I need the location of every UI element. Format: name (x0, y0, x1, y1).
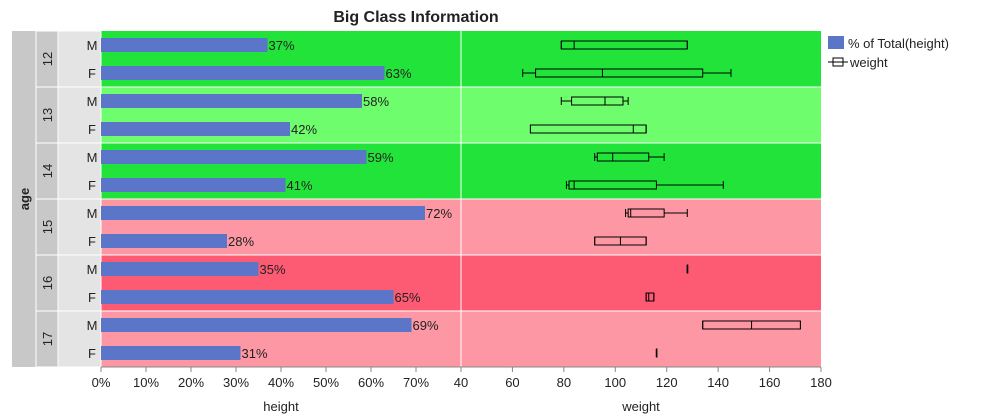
sex-strip-15 (57, 198, 102, 256)
bar-age-12-M (101, 38, 268, 52)
age-label-12: 12 (40, 52, 55, 66)
sex-label-13-F: F (88, 122, 96, 137)
sex-label-14-M: M (87, 150, 98, 165)
tick-label-right-3: 100 (604, 375, 626, 390)
tick-label-left-2: 20% (178, 375, 204, 390)
box-15-M (627, 208, 665, 218)
sex-label-12-F: F (88, 66, 96, 81)
sex-label-13-M: M (87, 94, 98, 109)
tick-label-right-6: 160 (759, 375, 781, 390)
sex-label-15-F: F (88, 234, 96, 249)
tick-label-left-5: 50% (313, 375, 339, 390)
legend-swatch-box (832, 57, 844, 67)
age-label-14: 14 (40, 164, 55, 178)
legend-swatch-bar (828, 36, 844, 49)
bar-age-14-M (101, 150, 367, 164)
bar-age-15-M (101, 206, 425, 220)
bar-age-17-F (101, 346, 241, 360)
tick-label-right-2: 80 (557, 375, 571, 390)
sex-strip-17 (57, 310, 102, 368)
chart-title: Big Class Information (333, 9, 498, 26)
legend: % of Total(height) weight (828, 36, 949, 70)
box-12-F (535, 68, 704, 78)
sex-strip-14 (57, 142, 102, 200)
age-axis-label: age (17, 188, 32, 210)
sex-strip-16 (57, 254, 102, 312)
bar-label-age-13-F: 42% (291, 122, 317, 137)
tick-label-right-5: 140 (707, 375, 729, 390)
bar-label-age-16-M: 35% (260, 262, 286, 277)
bar-label-age-12-M: 37% (269, 38, 295, 53)
bars: 37% 63% 58% 42% 59% 41% 72% 28% 35% 65% 69% 31% (101, 38, 452, 361)
tick-label-left-4: 40% (268, 375, 294, 390)
sex-label-17-F: F (88, 346, 96, 361)
bar-label-age-12-F: 63% (386, 66, 412, 81)
bar-age-14-F (101, 178, 286, 192)
box-14-M (596, 152, 650, 162)
tick-label-left-7: 70% (403, 375, 429, 390)
tick-label-left-6: 60% (358, 375, 384, 390)
sex-label-14-F: F (88, 178, 96, 193)
tick-label-left-1: 10% (133, 375, 159, 390)
x-axis-label-height: height (263, 399, 299, 414)
age-label-16: 16 (40, 276, 55, 290)
box-13-M (571, 96, 624, 106)
bar-age-17-M (101, 318, 412, 332)
legend-label-box: weight (849, 55, 888, 70)
weight-boxplots (522, 40, 801, 358)
bar-age-16-M (101, 262, 259, 276)
bar-age-13-F (101, 122, 290, 136)
bar-label-age-17-M: 69% (413, 318, 439, 333)
axes: 0% 10% 20% 30% 40% 50% 60% 70% 40 60 80 100 120 140 16… (92, 31, 832, 390)
tick-label-right-1: 60 (505, 375, 519, 390)
sex-label-15-M: M (87, 206, 98, 221)
sex-label-17-M: M (87, 318, 98, 333)
bar-label-age-15-M: 72% (426, 206, 452, 221)
bar-label-age-15-F: 28% (228, 234, 254, 249)
bar-age-13-M (101, 94, 362, 108)
tick-label-left-0: 0% (92, 375, 111, 390)
tick-label-right-4: 120 (656, 375, 678, 390)
age-label-15: 15 (40, 220, 55, 234)
box-16-F (645, 292, 655, 302)
sex-label-16-M: M (87, 262, 98, 277)
box-13-F (529, 124, 647, 134)
bar-age-15-F (101, 234, 227, 248)
legend-label-bar: % of Total(height) (848, 36, 949, 51)
tick-label-left-3: 30% (223, 375, 249, 390)
bar-label-age-14-M: 59% (368, 150, 394, 165)
bar-label-age-16-F: 65% (395, 290, 421, 305)
sex-label-16-F: F (88, 290, 96, 305)
bar-label-age-14-F: 41% (287, 178, 313, 193)
bar-label-age-13-M: 58% (363, 94, 389, 109)
bar-age-12-F (101, 66, 385, 80)
tick-label-right-7: 180 (810, 375, 832, 390)
bar-label-age-17-F: 31% (242, 346, 268, 361)
box-12-M (560, 40, 688, 50)
age-label-13: 13 (40, 108, 55, 122)
bar-age-16-F (101, 290, 394, 304)
sex-label-12-M: M (87, 38, 98, 53)
age-label-17: 17 (40, 332, 55, 346)
box-14-F (568, 180, 657, 190)
sex-strip-12 (57, 30, 102, 88)
sex-strip-13 (57, 86, 102, 144)
x-axis-label-weight: weight (621, 399, 660, 414)
tick-label-right-0: 40 (454, 375, 468, 390)
age-strip (12, 31, 36, 367)
